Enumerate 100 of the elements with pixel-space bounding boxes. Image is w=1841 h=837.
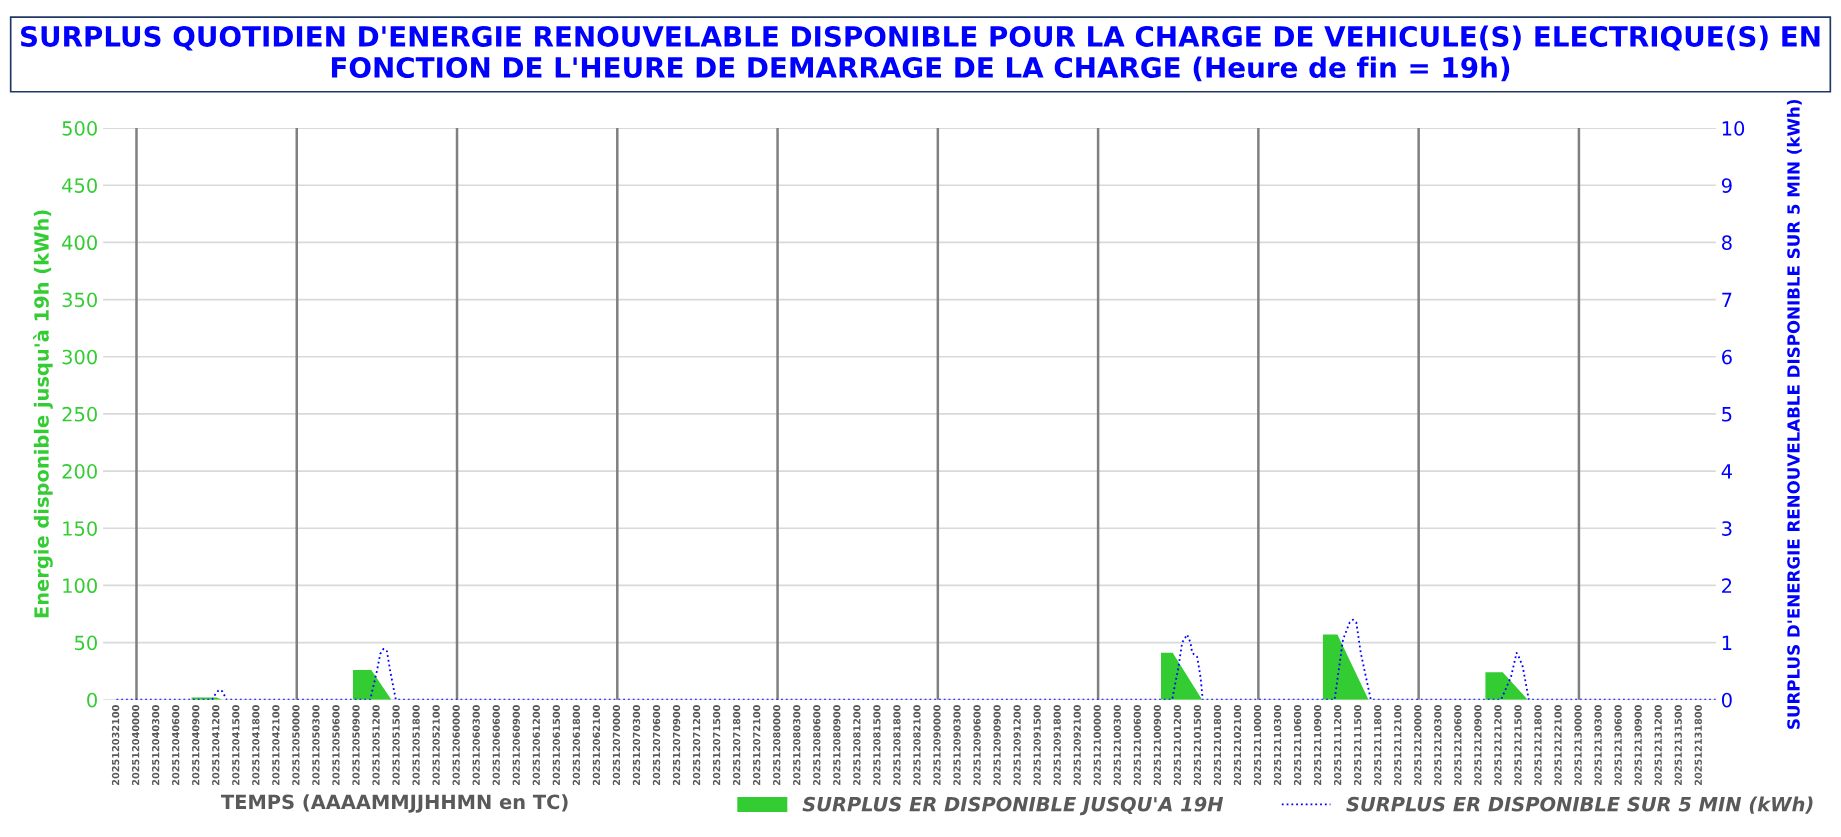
x-tick-label: 202512071800 <box>732 705 741 785</box>
x-tick-label: 202512040300 <box>151 705 160 785</box>
x-axis-title: TEMPS (AAAAMMJJHHMN en TC) <box>221 794 568 813</box>
y2-tick-label: 10 <box>1722 121 1745 136</box>
x-tick-label: 202512121200 <box>1494 705 1502 785</box>
x-tick-label: 202512051200 <box>372 705 380 785</box>
y-tick-label: 300 <box>62 349 97 365</box>
x-tick-label: 202512042100 <box>272 705 280 785</box>
x-tick-label: 202512092100 <box>1073 705 1081 785</box>
x-tick-label: 202512082100 <box>913 705 921 785</box>
x-tick-label: 202512120600 <box>1454 705 1462 785</box>
x-tick-label: 202512061200 <box>532 705 540 785</box>
x-tick-label: 202512130600 <box>1614 705 1622 785</box>
x-tick-label: 202512081500 <box>873 705 881 785</box>
x-tick-label: 202512061500 <box>552 705 561 785</box>
x-tick-label: 202512131500 <box>1674 705 1682 785</box>
y2-tick-label: 4 <box>1721 464 1732 479</box>
y2-tick-label: 2 <box>1722 578 1732 593</box>
x-tick-label: 202512080600 <box>813 705 821 785</box>
x-tick-label: 202512130300 <box>1594 705 1602 785</box>
y2-tick-label: 5 <box>1722 407 1732 422</box>
x-tick-label: 202512040600 <box>172 705 180 785</box>
x-tick-label: 202512111800 <box>1374 705 1382 785</box>
x-tick-label: 202512061800 <box>572 705 581 785</box>
chart-title: SURPLUS QUOTIDIEN D'ENERGIE RENOUVELABLE DISPONIBLE POUR LA CHARGE DE VEHICULE(S) ELECTRIQUE(S) EN FONCTION DE L'HEURE DE DEMARRAGE DE LA CHARGE (Heure de fin = 19h) <box>21 25 1820 82</box>
x-tick-label: 202512070000 <box>612 705 621 785</box>
x-tick-label: 202512122100 <box>1554 705 1562 785</box>
x-tick-label: 202512120300 <box>1434 705 1442 785</box>
x-tick-label: 202512101200 <box>1173 705 1182 785</box>
x-tick-label: 202512052100 <box>432 705 440 785</box>
y-tick-label: 350 <box>62 292 97 308</box>
y2-tick-label: 7 <box>1722 292 1732 307</box>
legend-label: SURPLUS ER DISPONIBLE SUR 5 MIN (kWh) <box>1346 796 1813 814</box>
x-tick-label: 202512131200 <box>1654 705 1662 785</box>
y-tick-label: 450 <box>62 178 97 193</box>
x-tick-label: 202512090600 <box>973 705 981 785</box>
x-tick-label: 202512091500 <box>1033 705 1041 785</box>
x-tick-label: 202512040900 <box>192 705 200 785</box>
x-tick-label: 202512050600 <box>332 705 340 785</box>
y-tick-label: 50 <box>74 635 97 651</box>
x-tick-label: 202512131800 <box>1694 705 1702 785</box>
y2-tick-label: 1 <box>1722 635 1732 650</box>
x-tick-label: 202512110900 <box>1313 705 1322 785</box>
y-tick-label: 500 <box>62 121 97 136</box>
x-tick-label: 202512112100 <box>1394 705 1402 785</box>
x-tick-label: 202512051800 <box>412 705 420 785</box>
y-tick-label: 150 <box>63 521 97 536</box>
x-tick-label: 202512060900 <box>512 705 520 785</box>
y2-tick-label: 6 <box>1722 349 1732 365</box>
y2-axis-title: SURPLUS D'ENERGIE RENOUVELABLE DISPONIBLE SUR 5 MIN (kWh) <box>1786 100 1802 729</box>
y2-tick-label: 9 <box>1721 178 1732 193</box>
y-tick-label: 0 <box>87 692 97 708</box>
y-tick-label: 400 <box>62 235 97 251</box>
x-tick-label: 202512080300 <box>793 705 801 785</box>
x-tick-label: 202512102100 <box>1233 705 1242 785</box>
x-tick-label: 202512100000 <box>1093 705 1101 785</box>
x-tick-label: 202512070300 <box>632 705 641 785</box>
y-axis-title: Energie disponible jusqu'à 19h (kWh) <box>33 210 53 618</box>
x-tick-label: 202512050000 <box>292 705 300 785</box>
x-tick-label: 202512121800 <box>1534 705 1542 785</box>
x-tick-label: 202512081200 <box>853 705 861 785</box>
x-tick-label: 202512041500 <box>232 705 240 785</box>
x-tick-label: 202512060000 <box>452 705 460 785</box>
x-tick-label: 202512050300 <box>312 705 320 785</box>
x-tick-label: 202512130000 <box>1574 705 1582 785</box>
x-tick-label: 202512110300 <box>1273 705 1282 785</box>
x-tick-label: 202512100900 <box>1153 705 1162 785</box>
x-tick-label: 202512100300 <box>1113 705 1121 785</box>
x-tick-label: 202512110000 <box>1253 705 1262 785</box>
x-tick-label: 202512041200 <box>212 705 220 785</box>
x-tick-label: 202512100600 <box>1133 705 1141 785</box>
y-tick-label: 100 <box>63 578 97 594</box>
x-tick-label: 202512071200 <box>692 705 701 785</box>
x-tick-label: 202512101800 <box>1213 705 1222 785</box>
x-tick-label: 202512041800 <box>252 705 260 785</box>
x-tick-label: 202512072100 <box>753 705 761 785</box>
x-tick-label: 202512040000 <box>131 705 140 785</box>
x-tick-label: 202512071500 <box>712 705 721 785</box>
x-tick-label: 202512062100 <box>592 705 601 785</box>
y2-tick-label: 3 <box>1722 521 1732 536</box>
y2-tick-label: 0 <box>1721 692 1732 708</box>
x-tick-label: 202512070600 <box>652 705 661 785</box>
x-tick-label: 202512090000 <box>933 705 941 785</box>
y2-tick-label: 8 <box>1721 235 1732 251</box>
x-tick-label: 202512081800 <box>893 705 901 785</box>
legend-label: SURPLUS ER DISPONIBLE JUSQU'A 19H <box>802 796 1224 816</box>
x-tick-label: 202512121500 <box>1514 705 1522 785</box>
x-tick-label: 202512091800 <box>1053 705 1061 785</box>
x-tick-label: 202512090900 <box>993 705 1001 785</box>
x-tick-label: 202512111500 <box>1354 705 1362 785</box>
x-tick-label: 202512120900 <box>1474 705 1482 785</box>
x-tick-label: 202512111200 <box>1333 705 1342 785</box>
y-tick-label: 250 <box>62 406 97 422</box>
x-tick-label: 202512110600 <box>1293 705 1302 785</box>
x-tick-label: 202512091200 <box>1013 705 1021 785</box>
x-tick-label: 202512060300 <box>472 705 480 785</box>
x-tick-label: 202512060600 <box>492 705 500 785</box>
x-tick-label: 202512050900 <box>352 705 360 785</box>
x-tick-label: 202512080000 <box>773 705 781 785</box>
x-tick-label: 202512130900 <box>1634 705 1642 785</box>
